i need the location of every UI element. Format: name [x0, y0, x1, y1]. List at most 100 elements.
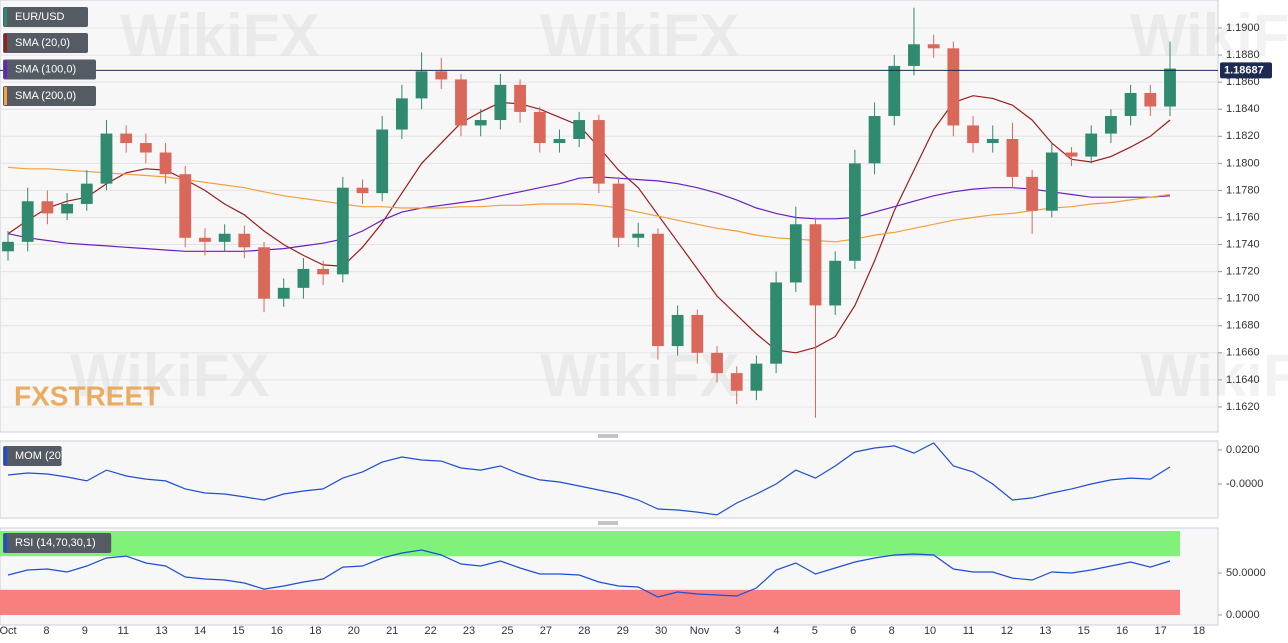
- candle-body: [61, 203, 73, 214]
- x-tick-label: 18: [1193, 625, 1205, 637]
- x-tick-label: 17: [1154, 625, 1166, 637]
- x-tick-label: 5: [812, 625, 818, 637]
- legend-label: EUR/USD: [15, 11, 65, 23]
- candle-body: [1065, 152, 1078, 157]
- candle-body: [356, 187, 369, 194]
- x-tick-label: 27: [540, 625, 552, 637]
- candle-body: [21, 201, 34, 242]
- oversold-zone: [0, 589, 1180, 616]
- x-tick-label: 23: [463, 625, 475, 637]
- candle-body: [2, 241, 14, 252]
- candle-body: [533, 111, 546, 144]
- candle-body: [927, 44, 940, 49]
- x-tick-label: 10: [924, 625, 936, 637]
- candle-body: [139, 143, 152, 153]
- legend-swatch: [4, 60, 7, 79]
- watermark: WikiFX: [120, 2, 319, 69]
- candle-body: [395, 98, 408, 130]
- candle-body: [789, 224, 802, 283]
- legend-swatch: [4, 447, 7, 465]
- candle-body: [120, 133, 133, 144]
- candle-body: [612, 183, 625, 238]
- candle-body: [317, 268, 330, 275]
- panel-grip[interactable]: [598, 521, 618, 525]
- candle-body: [868, 115, 881, 164]
- y-tick-label: 50.0000: [1226, 567, 1266, 579]
- y-tick-label: 1.1640: [1226, 374, 1260, 386]
- candle-body: [730, 373, 743, 391]
- x-tick-label: 15: [232, 625, 244, 637]
- candle-body: [671, 314, 684, 347]
- candle-body: [455, 79, 467, 126]
- candle-body: [848, 163, 861, 261]
- y-tick-label: 1.1700: [1226, 293, 1260, 305]
- last-price-tag: [1220, 62, 1272, 79]
- y-tick-label: 0.0000: [1226, 609, 1260, 621]
- x-tick-label: 13: [1039, 625, 1051, 637]
- x-tick-label: 8: [43, 625, 49, 637]
- mom-panel: [0, 440, 1219, 519]
- indicator-line: [7, 549, 1171, 598]
- legend-label: MOM (20): [15, 450, 65, 462]
- candle-body: [632, 233, 645, 238]
- x-tick-label: 3: [735, 625, 741, 637]
- candle-body: [297, 268, 310, 288]
- candle-body: [1105, 115, 1117, 134]
- legend-swatch: [4, 534, 7, 552]
- x-tick-label: 18: [309, 625, 321, 637]
- y-tick-label: 1.1800: [1226, 157, 1260, 169]
- x-tick-label: 15: [1078, 625, 1090, 637]
- candle-body: [277, 287, 290, 299]
- candle-body: [770, 282, 783, 364]
- y-tick-label: 1.1860: [1226, 76, 1260, 88]
- candle-body: [711, 352, 723, 374]
- candle-body: [592, 120, 605, 184]
- y-tick-label: 1.1820: [1226, 130, 1260, 142]
- candle-body: [691, 314, 704, 353]
- brand-logo: FXSTREET: [14, 380, 160, 411]
- x-tick-label: 25: [501, 625, 513, 637]
- candle-body: [435, 71, 448, 80]
- candle-body: [179, 174, 192, 238]
- candle-body: [1124, 92, 1137, 116]
- candle-body: [474, 120, 487, 126]
- legend-label: SMA (20,0): [15, 37, 70, 49]
- legend-swatch: [4, 8, 7, 26]
- y-tick-label: 1.1680: [1226, 320, 1260, 332]
- x-tick-label: 8: [889, 625, 895, 637]
- candle-body: [888, 65, 901, 116]
- candle-body: [41, 201, 54, 214]
- x-tick-label: 9: [82, 625, 88, 637]
- panel-grip[interactable]: [598, 434, 618, 438]
- candle-body: [1144, 92, 1157, 107]
- candle-body: [159, 152, 172, 175]
- candle-body: [258, 247, 270, 299]
- watermark: WikiFX: [540, 2, 739, 69]
- x-tick-label: 11: [118, 625, 129, 637]
- legend-label: RSI (14,70,30,1): [15, 537, 96, 549]
- x-tick-label: 28: [578, 625, 590, 637]
- sma-line: [7, 176, 1171, 252]
- candle-body: [809, 224, 822, 306]
- legend-label: SMA (200,0): [15, 90, 76, 102]
- candle-body: [218, 233, 231, 242]
- x-tick-label: 14: [194, 625, 206, 637]
- legend-box: [3, 86, 96, 106]
- candle-body: [415, 71, 428, 99]
- x-tick-label: 4: [773, 625, 779, 637]
- legend-box: [3, 33, 88, 53]
- y-tick-label: 1.1840: [1226, 103, 1260, 115]
- candle-body: [1045, 152, 1058, 211]
- sma-line: [7, 95, 1171, 354]
- legend-box: [3, 59, 96, 80]
- candle-body: [967, 125, 979, 144]
- x-tick-label: Oct: [0, 625, 17, 637]
- sma-line: [7, 166, 1171, 243]
- candle-body: [553, 138, 566, 144]
- candle-body: [100, 133, 113, 184]
- x-tick-label: 11: [963, 625, 974, 637]
- y-tick-label: 1.1880: [1226, 49, 1260, 61]
- candle-body: [1164, 68, 1176, 107]
- x-tick-label: 13: [156, 625, 168, 637]
